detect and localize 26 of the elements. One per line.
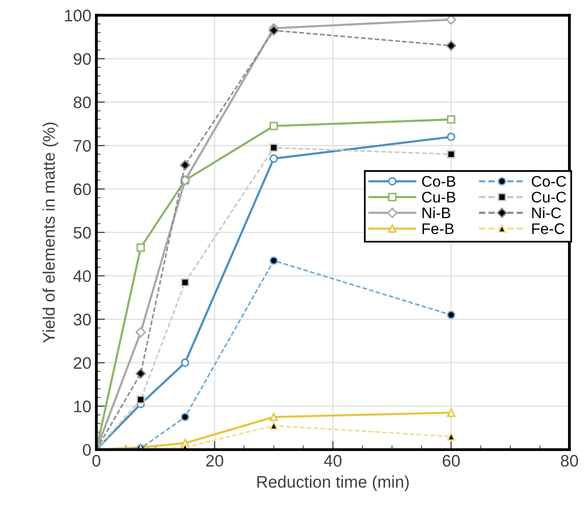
y-tick-label: 0 (82, 444, 91, 456)
x-tick-label: 0 (92, 454, 100, 467)
y-tick-label: 60 (74, 183, 91, 196)
y-tick-label: 10 (74, 400, 91, 412)
legend-label: Cu-B (422, 192, 456, 203)
x-tick-label: 20 (206, 454, 224, 467)
y-tick-label: 80 (74, 96, 91, 108)
y-tick-label: 100 (64, 10, 91, 22)
y-tick-label: 50 (74, 226, 91, 239)
legend-label: Co-B (422, 176, 456, 187)
x-tick-label: 60 (442, 454, 460, 467)
legend-label: Ni-C (532, 207, 561, 218)
y-tick-label: 70 (74, 140, 91, 152)
legend-label: Fe-B (422, 223, 454, 234)
x-tick-label: 40 (324, 454, 342, 467)
x-tick-label: 80 (560, 454, 578, 467)
y-tick-label: 20 (74, 357, 91, 369)
y-tick-label: 30 (74, 314, 91, 326)
y-tick-label: 90 (74, 53, 91, 65)
legend-label: Co-C (532, 176, 566, 187)
x-axis-title: Reduction time (min) (257, 476, 409, 492)
legend-label: Cu-C (532, 192, 566, 203)
legend-label: Fe-C (532, 223, 564, 234)
y-axis-title: Yield of elements in matte (%) (42, 122, 58, 343)
legend-label: Ni-B (422, 207, 450, 218)
y-tick-label: 40 (73, 270, 91, 282)
